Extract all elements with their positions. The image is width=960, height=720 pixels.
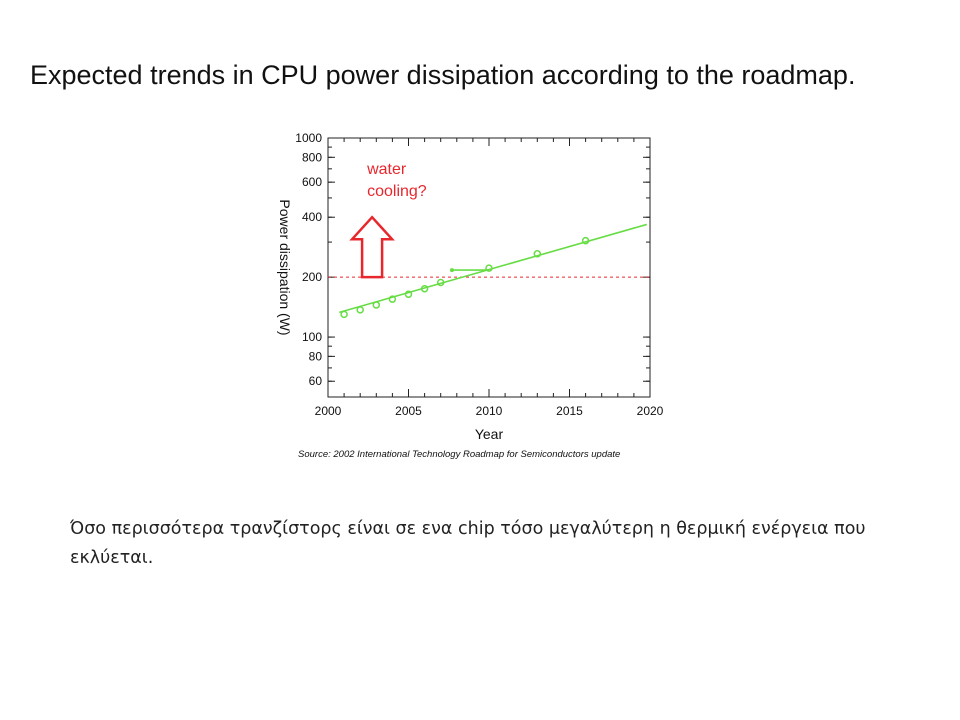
source-caption: Source: 2002 International Technology Ro… — [298, 449, 620, 460]
y-tick-label: 1000 — [295, 131, 322, 145]
cooling-arrow — [349, 215, 395, 279]
x-tick-label: 2015 — [556, 404, 583, 418]
data-point — [533, 250, 542, 258]
y-tick-label: 80 — [309, 349, 323, 363]
data-point — [388, 295, 397, 303]
x-tick-label: 2000 — [315, 404, 342, 418]
trend-line-short-marker — [449, 268, 454, 273]
power-dissipation-chart: 60 80 100 200 400 600 800 1000 2000 2005 2010 2015 2… — [277, 131, 664, 460]
x-tick-label: 2020 — [637, 404, 664, 418]
cooling-annotation-text: cooling? — [367, 183, 427, 200]
y-axis-title: Power dissipation (W) — [277, 199, 293, 335]
y-tick-label: 60 — [309, 374, 323, 388]
trend-line — [339, 223, 648, 314]
y-tick-label: 100 — [302, 330, 322, 344]
x-axis-title: Year — [475, 426, 504, 442]
x-tick-label: 2010 — [476, 404, 503, 418]
y-tick-label: 800 — [302, 150, 322, 164]
x-tick-label: 2005 — [395, 404, 422, 418]
y-tick-label: 600 — [302, 175, 322, 189]
y-tick-label: 400 — [302, 210, 322, 224]
cooling-annotation-text: water — [366, 161, 407, 178]
slide-title: Expected trends in CPU power dissipation… — [30, 60, 856, 90]
data-point — [404, 290, 413, 299]
body-text: Όσο περισσότερα τρανζίστορς είναι σε ενα… — [70, 519, 866, 568]
y-tick-label: 200 — [302, 270, 322, 284]
